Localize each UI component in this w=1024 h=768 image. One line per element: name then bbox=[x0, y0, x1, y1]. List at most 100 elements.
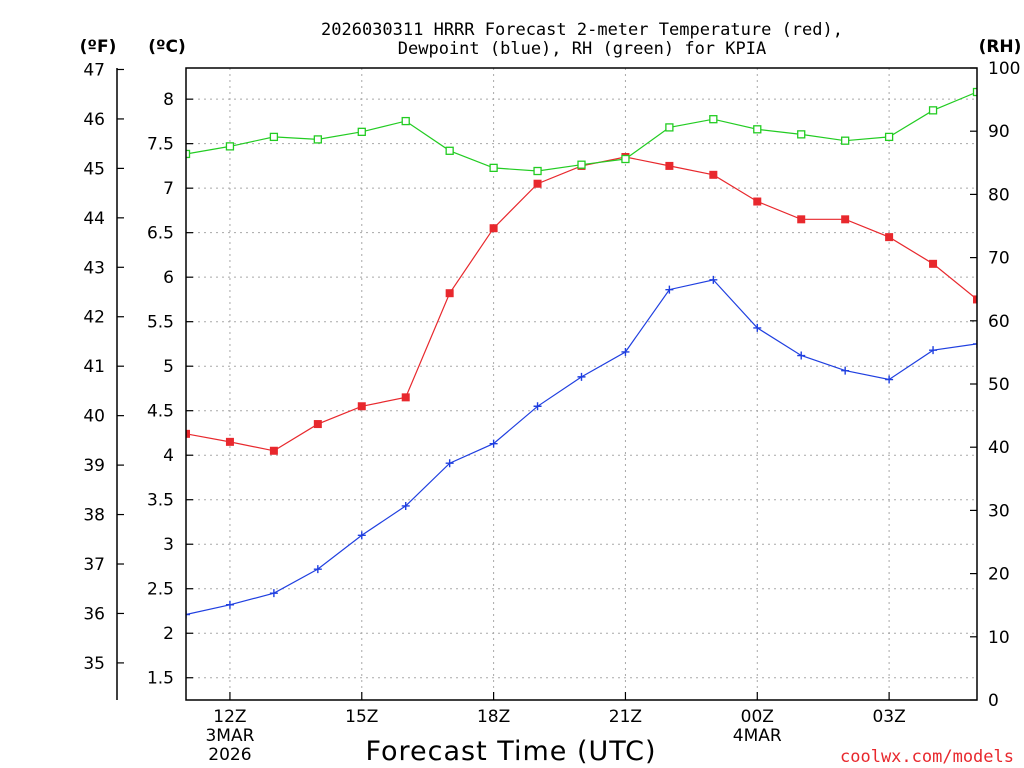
rh-point bbox=[709, 115, 718, 124]
dewpoint-point bbox=[577, 372, 586, 381]
celsius-tick-label: 7 bbox=[163, 179, 174, 199]
rh-point bbox=[621, 154, 630, 164]
rh-point bbox=[225, 142, 235, 151]
dewpoint-point bbox=[973, 339, 977, 348]
celsius-tick-label: 1.5 bbox=[147, 669, 174, 689]
series-layer bbox=[186, 87, 977, 619]
fahrenheit-tick-label: 38 bbox=[83, 506, 105, 526]
plot-frame bbox=[185, 67, 978, 701]
fahrenheit-tick-label: 43 bbox=[83, 258, 105, 278]
rh-tick-label: 90 bbox=[988, 122, 1010, 142]
fahrenheit-tick-label: 35 bbox=[83, 654, 105, 674]
rh-point bbox=[186, 149, 191, 159]
dewpoint-point bbox=[357, 531, 366, 540]
rh-axis-unit-label: (RH) bbox=[979, 37, 1022, 57]
celsius-tick-label: 4 bbox=[163, 446, 174, 466]
temperature-point bbox=[489, 224, 498, 233]
rh-point bbox=[928, 106, 938, 115]
dewpoint-point bbox=[445, 459, 454, 468]
fahrenheit-tick-label: 37 bbox=[83, 555, 105, 575]
fahrenheit-tick-label: 39 bbox=[83, 456, 105, 476]
dewpoint-point bbox=[841, 366, 850, 375]
rh-point bbox=[753, 125, 762, 134]
temperature-point bbox=[401, 393, 410, 402]
celsius-axis-unit-label: (ºC) bbox=[148, 37, 186, 57]
dewpoint-point bbox=[401, 501, 410, 510]
dewpoint-point bbox=[885, 375, 894, 384]
fahrenheit-tick-label: 45 bbox=[83, 159, 105, 179]
temperature-point bbox=[445, 289, 454, 298]
dewpoint-point bbox=[753, 323, 762, 332]
fahrenheit-tick-label: 40 bbox=[83, 407, 105, 427]
time-tick-label: 00Z bbox=[741, 707, 774, 727]
rh-point bbox=[533, 166, 542, 176]
time-tick-label: 12Z bbox=[213, 707, 246, 727]
rh-point bbox=[972, 87, 977, 97]
dewpoint-point bbox=[533, 402, 542, 411]
temperature-point bbox=[797, 215, 806, 224]
dewpoint-point bbox=[186, 610, 190, 619]
rh-tick-label: 80 bbox=[988, 185, 1010, 205]
date-label: 4MAR bbox=[733, 726, 782, 746]
temperature-point bbox=[665, 161, 674, 170]
rh-point bbox=[401, 116, 410, 126]
rh-tick-label: 10 bbox=[988, 628, 1010, 648]
dewpoint-point bbox=[489, 439, 498, 448]
temperature-point bbox=[313, 420, 322, 429]
rh-tick-label: 60 bbox=[988, 312, 1010, 332]
temperature-point bbox=[973, 295, 977, 304]
fahrenheit-tick-label: 41 bbox=[83, 357, 105, 377]
celsius-tick-label: 3 bbox=[163, 535, 174, 555]
celsius-axis-ticks: 1.5 2 2.5 3 3.5 4 4.5 5 5.5 6 6.5 7 7.5 8 bbox=[147, 90, 193, 689]
celsius-tick-label: 5.5 bbox=[147, 313, 174, 333]
chart-title-line-1: 2026030311 HRRR Forecast 2-meter Tempera… bbox=[321, 20, 843, 40]
celsius-tick-label: 4.5 bbox=[147, 402, 174, 422]
time-tick-label: 18Z bbox=[477, 707, 510, 727]
rh-point bbox=[357, 127, 366, 136]
celsius-tick-label: 8 bbox=[163, 90, 174, 110]
fahrenheit-tick-label: 36 bbox=[83, 604, 105, 624]
rh-point bbox=[884, 132, 894, 142]
celsius-tick-label: 5 bbox=[163, 357, 174, 377]
time-tick-label: 15Z bbox=[345, 707, 378, 727]
dewpoint-point bbox=[313, 565, 322, 574]
rh-point bbox=[797, 130, 806, 139]
date-label: 3MAR bbox=[205, 726, 254, 746]
chart-title-line-2: Dewpoint (blue), RH (green) for KPIA bbox=[398, 39, 766, 59]
temperature-point bbox=[929, 259, 938, 268]
rh-point bbox=[269, 132, 279, 142]
rh-point bbox=[445, 146, 454, 155]
celsius-tick-label: 2.5 bbox=[147, 580, 174, 600]
fahrenheit-tick-label: 44 bbox=[83, 209, 105, 229]
temperature-point bbox=[186, 429, 190, 438]
rh-tick-label: 0 bbox=[988, 691, 999, 711]
rh-point bbox=[489, 163, 498, 173]
fahrenheit-tick-label: 47 bbox=[83, 60, 105, 80]
credit-text: coolwx.com/models bbox=[840, 747, 1014, 767]
rh-point bbox=[577, 160, 586, 169]
dewpoint-point bbox=[269, 589, 278, 598]
temperature-line bbox=[186, 156, 977, 452]
rh-point bbox=[665, 123, 674, 132]
time-tick-label: 21Z bbox=[609, 707, 642, 727]
temperature-point bbox=[357, 402, 366, 411]
temperature-point bbox=[841, 215, 850, 224]
rh-tick-label: 30 bbox=[988, 501, 1010, 521]
rh-tick-label: 20 bbox=[988, 565, 1010, 585]
year-label: 2026 bbox=[208, 745, 251, 765]
rh-line bbox=[186, 91, 977, 172]
celsius-tick-label: 6 bbox=[163, 268, 174, 288]
temperature-point bbox=[753, 197, 762, 206]
fahrenheit-axis-ticks: 35 36 37 38 39 40 41 42 43 44 45 46 47 bbox=[83, 60, 124, 674]
time-tick-label: 03Z bbox=[872, 707, 905, 727]
dewpoint-point bbox=[225, 600, 234, 609]
dewpoint-point bbox=[797, 351, 806, 360]
temperature-point bbox=[269, 446, 278, 455]
temperature-point bbox=[885, 233, 894, 242]
celsius-tick-label: 7.5 bbox=[147, 135, 174, 155]
fahrenheit-tick-label: 46 bbox=[83, 110, 105, 130]
rh-axis-ticks: 0 10 20 30 40 50 60 70 80 90 100 bbox=[970, 59, 1020, 711]
rh-point bbox=[313, 135, 322, 144]
